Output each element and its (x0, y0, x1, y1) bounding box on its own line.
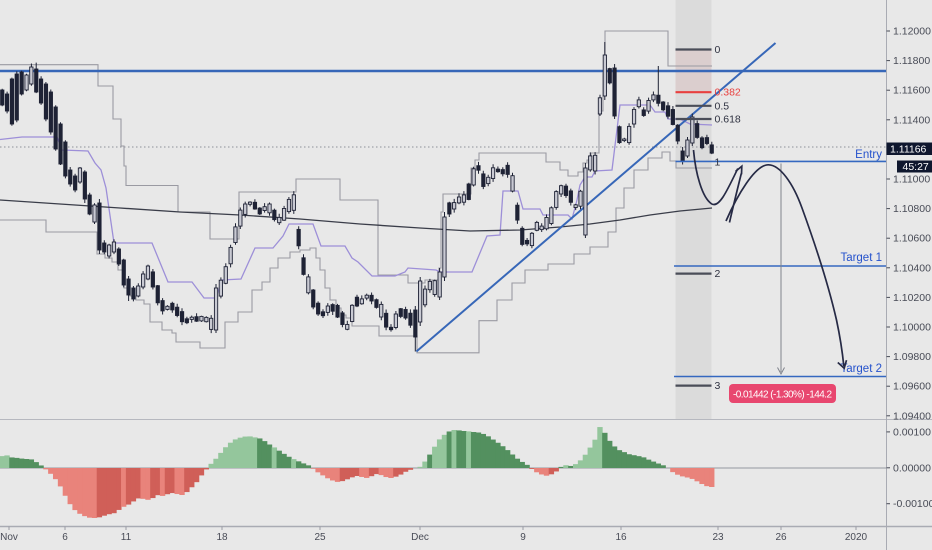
svg-text:Entry: Entry (855, 149, 882, 161)
svg-text:1.10200: 1.10200 (893, 292, 931, 304)
svg-text:0.618: 0.618 (715, 114, 741, 126)
svg-text:9: 9 (520, 532, 526, 543)
svg-text:2020: 2020 (845, 532, 868, 543)
svg-text:23: 23 (712, 532, 724, 543)
svg-text:18: 18 (216, 532, 228, 543)
svg-text:0.382: 0.382 (715, 87, 741, 99)
svg-text:26: 26 (775, 532, 787, 543)
svg-text:0.00000: 0.00000 (893, 462, 931, 474)
svg-text:Dec: Dec (411, 532, 429, 543)
svg-text:1.11000: 1.11000 (893, 174, 930, 186)
svg-text:1.09600: 1.09600 (893, 381, 931, 393)
svg-text:1: 1 (715, 156, 721, 168)
svg-text:1.11166: 1.11166 (890, 144, 927, 156)
svg-text:-0.01442 (-1.30%) -144.2: -0.01442 (-1.30%) -144.2 (733, 390, 832, 401)
svg-text:1.11400: 1.11400 (893, 114, 930, 126)
svg-text:1.11800: 1.11800 (893, 55, 930, 67)
svg-text:3: 3 (715, 380, 721, 392)
svg-text:-0.00100: -0.00100 (893, 498, 932, 510)
svg-text:0.00100: 0.00100 (893, 426, 931, 438)
svg-text:1.10800: 1.10800 (893, 203, 931, 215)
svg-text:45:27: 45:27 (903, 161, 929, 173)
svg-text:Target 2: Target 2 (840, 363, 882, 375)
svg-text:Nov: Nov (0, 532, 18, 543)
svg-text:25: 25 (314, 532, 326, 543)
svg-text:1.09800: 1.09800 (893, 351, 931, 363)
svg-text:0: 0 (715, 44, 721, 56)
svg-text:2: 2 (715, 268, 721, 280)
svg-text:1.11600: 1.11600 (893, 85, 930, 97)
svg-text:1.10000: 1.10000 (893, 322, 931, 334)
svg-text:1.12000: 1.12000 (893, 26, 931, 38)
svg-text:1.10400: 1.10400 (893, 262, 931, 274)
svg-text:0.5: 0.5 (715, 100, 730, 112)
svg-text:Target 1: Target 1 (840, 252, 882, 264)
svg-text:16: 16 (615, 532, 627, 543)
svg-text:11: 11 (121, 532, 132, 543)
svg-text:1.09400: 1.09400 (893, 410, 931, 422)
svg-text:1.10600: 1.10600 (893, 233, 931, 245)
svg-text:6: 6 (62, 532, 68, 543)
